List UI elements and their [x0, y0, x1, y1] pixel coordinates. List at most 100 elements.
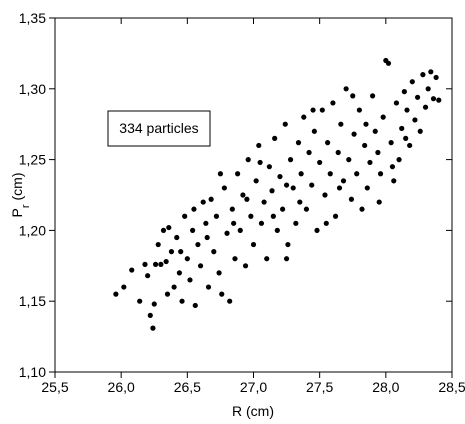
point: [192, 302, 198, 309]
point: [287, 157, 294, 163]
point: [155, 241, 161, 248]
point: [338, 121, 344, 127]
point: [319, 107, 325, 113]
point: [303, 206, 310, 212]
point: [335, 149, 341, 156]
point: [248, 213, 254, 219]
point: [229, 206, 235, 212]
point: [191, 206, 197, 212]
point: [420, 72, 426, 78]
point: [195, 241, 201, 248]
point: [433, 74, 439, 81]
point: [129, 267, 135, 273]
point: [414, 94, 421, 100]
plot-frame: [54, 17, 453, 373]
point: [428, 69, 434, 75]
point: [370, 93, 376, 99]
point: [417, 128, 423, 134]
point: [197, 263, 204, 269]
point: [399, 125, 405, 132]
point: [327, 171, 333, 177]
annotation: 334 particles: [119, 120, 198, 136]
point: [190, 227, 196, 233]
point: [217, 171, 224, 177]
point: [310, 107, 316, 113]
point: [372, 128, 378, 134]
point: [282, 121, 288, 127]
y-axis-label: Pr (cm): [9, 172, 32, 217]
point: [221, 185, 227, 191]
point: [256, 142, 262, 149]
y-label-sub: r: [20, 204, 32, 208]
point: [389, 164, 396, 170]
point: [364, 185, 370, 191]
point: [219, 291, 225, 297]
point: [380, 114, 386, 120]
point: [171, 284, 177, 290]
point: [142, 261, 148, 267]
point: [412, 117, 418, 123]
point: [422, 104, 429, 110]
x-tick-label: 26,5: [174, 379, 201, 395]
point: [336, 185, 343, 191]
point: [216, 270, 222, 276]
point: [232, 256, 238, 262]
point: [187, 277, 193, 283]
point: [322, 192, 328, 198]
point: [367, 159, 373, 166]
point: [391, 178, 397, 184]
point: [240, 192, 246, 198]
point: [350, 93, 356, 99]
point: [164, 291, 171, 297]
point: [113, 291, 119, 297]
point: [283, 182, 290, 188]
point: [285, 241, 291, 248]
point: [176, 270, 182, 276]
point: [160, 227, 167, 233]
point: [269, 188, 275, 194]
point: [346, 157, 352, 163]
point: [203, 220, 209, 226]
point: [258, 220, 265, 226]
point: [272, 135, 278, 141]
point: [297, 199, 303, 205]
y-tick-label: 1,30: [19, 81, 46, 97]
y-label-unit: (cm): [9, 172, 25, 200]
point: [151, 301, 157, 307]
point: [179, 298, 185, 304]
point: [363, 121, 369, 127]
point: [227, 298, 233, 304]
point: [245, 157, 251, 163]
point: [208, 196, 214, 202]
point: [377, 171, 384, 177]
point: [354, 171, 360, 177]
point: [375, 149, 381, 156]
point: [257, 159, 263, 166]
point: [325, 140, 331, 146]
x-tick-label: 25,5: [41, 379, 68, 395]
point: [200, 199, 206, 205]
x-tick-label: 27,0: [240, 379, 267, 395]
point: [290, 185, 296, 191]
point: [385, 60, 392, 66]
point: [211, 249, 217, 255]
point: [359, 206, 365, 212]
point: [293, 220, 299, 226]
point: [306, 149, 312, 156]
point: [121, 284, 127, 290]
point: [376, 199, 382, 205]
point: [332, 213, 339, 219]
annotation-box: [107, 110, 211, 147]
point: [362, 142, 368, 149]
point: [158, 261, 164, 267]
point: [280, 206, 286, 212]
point: [295, 140, 302, 146]
point: [403, 135, 409, 141]
point: [309, 182, 315, 188]
point: [343, 86, 349, 92]
point: [235, 171, 241, 177]
point: [244, 196, 250, 202]
point: [348, 196, 355, 202]
point: [283, 256, 290, 262]
